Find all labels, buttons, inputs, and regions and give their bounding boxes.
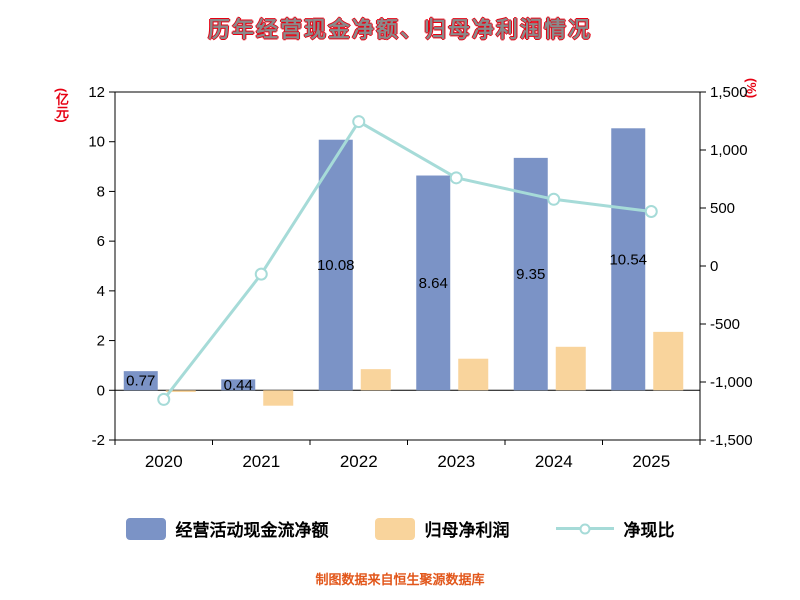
left-axis-unit: (亿元) <box>54 88 69 123</box>
svg-text:0: 0 <box>97 382 105 399</box>
legend-item-ratio[interactable]: 净现比 <box>555 516 675 541</box>
svg-text:2020: 2020 <box>145 452 183 471</box>
svg-text:6: 6 <box>97 233 105 250</box>
svg-text:8.64: 8.64 <box>419 275 448 292</box>
svg-text:0.44: 0.44 <box>224 377 253 394</box>
svg-text:-2: -2 <box>92 432 105 449</box>
svg-text:0: 0 <box>710 258 718 275</box>
svg-text:2023: 2023 <box>437 452 475 471</box>
legend-label-ratio: 净现比 <box>623 521 675 540</box>
svg-text:10.54: 10.54 <box>609 251 647 268</box>
svg-text:1,500: 1,500 <box>710 84 748 101</box>
svg-text:10: 10 <box>88 134 105 151</box>
svg-text:500: 500 <box>710 200 735 217</box>
svg-text:2022: 2022 <box>340 452 378 471</box>
netprofit-bar-swatch-icon <box>374 517 415 540</box>
ratio-line-dot-icon <box>579 523 590 534</box>
svg-text:1,000: 1,000 <box>710 142 748 159</box>
svg-text:2021: 2021 <box>242 452 280 471</box>
legend-item-net-profit[interactable]: 归母净利润 <box>374 516 510 541</box>
svg-text:-1,500: -1,500 <box>710 432 753 449</box>
legend-item-operating-cashflow[interactable]: 经营活动现金流净额 <box>125 516 329 541</box>
svg-text:2025: 2025 <box>632 452 670 471</box>
svg-text:8: 8 <box>97 183 105 200</box>
legend: 经营活动现金流净额 归母净利润 净现比 <box>0 516 800 541</box>
data-source-note: 制图数据来自恒生聚源数据库 <box>315 572 485 587</box>
chart-title: 历年经营现金净额、归母净利润情况 <box>207 17 592 42</box>
svg-text:12: 12 <box>88 84 105 101</box>
cashflow-bar-swatch-icon <box>125 517 166 540</box>
svg-text:2024: 2024 <box>535 452 573 471</box>
legend-label-netprofit: 归母净利润 <box>424 521 510 540</box>
svg-text:9.35: 9.35 <box>516 266 545 283</box>
svg-text:-500: -500 <box>710 316 740 333</box>
svg-text:0.77: 0.77 <box>126 373 155 390</box>
svg-text:10.08: 10.08 <box>317 257 355 274</box>
legend-label-cashflow: 经营活动现金流净额 <box>175 521 329 540</box>
ratio-line-marker-icon <box>555 518 614 540</box>
svg-text:-1,000: -1,000 <box>710 374 753 391</box>
right-axis-unit: (%) <box>744 78 759 99</box>
svg-text:2: 2 <box>97 333 105 350</box>
svg-text:4: 4 <box>97 283 105 300</box>
